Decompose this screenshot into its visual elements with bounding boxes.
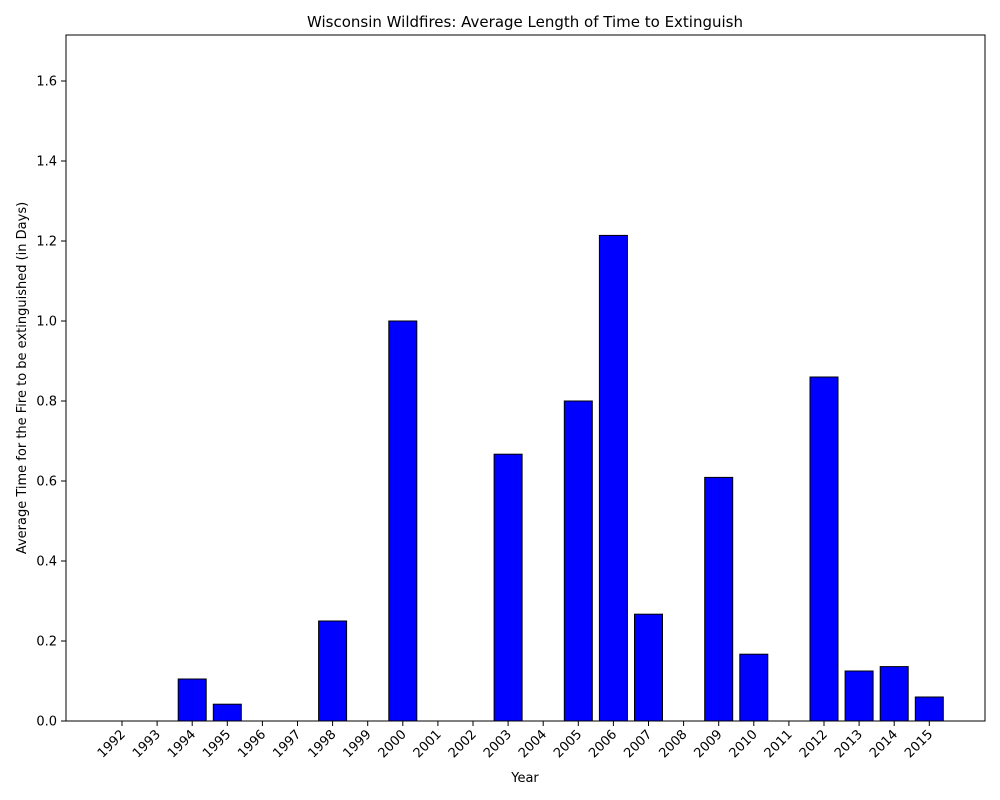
y-tick-label: 0.4 [36, 555, 57, 570]
x-tick-label: 1994 [165, 727, 199, 761]
x-tick-label: 2012 [797, 727, 831, 761]
y-tick-label: 0.0 [36, 715, 57, 730]
y-tick-label: 1.0 [36, 315, 57, 330]
x-tick-label: 2008 [656, 727, 690, 761]
x-tick-label: 1995 [200, 727, 234, 761]
x-tick-label: 2009 [692, 727, 726, 761]
bar-2007 [634, 613, 663, 722]
x-tick-label: 2005 [551, 727, 585, 761]
bar-2015 [914, 696, 944, 722]
x-tick-label: 1996 [235, 727, 269, 761]
bar-2010 [739, 653, 769, 722]
bar-2013 [844, 670, 874, 722]
plot-frame [65, 34, 986, 722]
x-tick-label: 2010 [727, 727, 761, 761]
x-tick-label: 2002 [446, 727, 480, 761]
bars-group [177, 234, 944, 722]
y-tick-label: 0.2 [36, 635, 57, 650]
x-tick-label: 2007 [621, 727, 655, 761]
bar-2005 [563, 400, 593, 722]
y-tick-label: 1.6 [36, 75, 57, 90]
x-tick-label: 1999 [341, 727, 375, 761]
chart-title: Wisconsin Wildfires: Average Length of T… [307, 13, 743, 31]
x-tick-label: 1998 [305, 727, 339, 761]
bar-1995 [212, 703, 242, 722]
x-axis-label: Year [510, 771, 539, 786]
x-tick-label: 2000 [376, 727, 410, 761]
bar-2003 [493, 453, 523, 722]
x-tick-label: 2014 [867, 727, 901, 761]
y-tick-label: 1.2 [36, 235, 57, 250]
x-tick-label: 2006 [586, 727, 620, 761]
x-tick-label: 2003 [481, 727, 515, 761]
x-tick-label: 2001 [411, 727, 445, 761]
x-tick-label: 1993 [130, 727, 164, 761]
y-tick-label: 0.8 [36, 395, 57, 410]
ticks-group: 1992 1993 1994 1995 1996 1997 1998 1999 2000 2001… [36, 75, 936, 762]
y-tick-label: 0.6 [36, 475, 57, 490]
x-tick-label: 1992 [95, 727, 129, 761]
x-tick-label: 2011 [762, 727, 796, 761]
bar-2006 [598, 234, 628, 722]
bar-2014 [879, 666, 909, 722]
x-tick-label: 2013 [832, 727, 866, 761]
x-tick-label: 1997 [270, 727, 304, 761]
bar-2009 [704, 476, 734, 722]
y-axis-label: Average Time for the Fire to be extingui… [15, 202, 30, 554]
y-tick-label: 1.4 [36, 155, 57, 170]
x-tick-label: 2004 [516, 727, 550, 761]
x-tick-label: 2015 [902, 727, 936, 761]
bar-2000 [388, 320, 418, 722]
bar-1998 [318, 620, 348, 722]
bar-2012 [809, 376, 839, 722]
bar-1994 [177, 678, 207, 722]
